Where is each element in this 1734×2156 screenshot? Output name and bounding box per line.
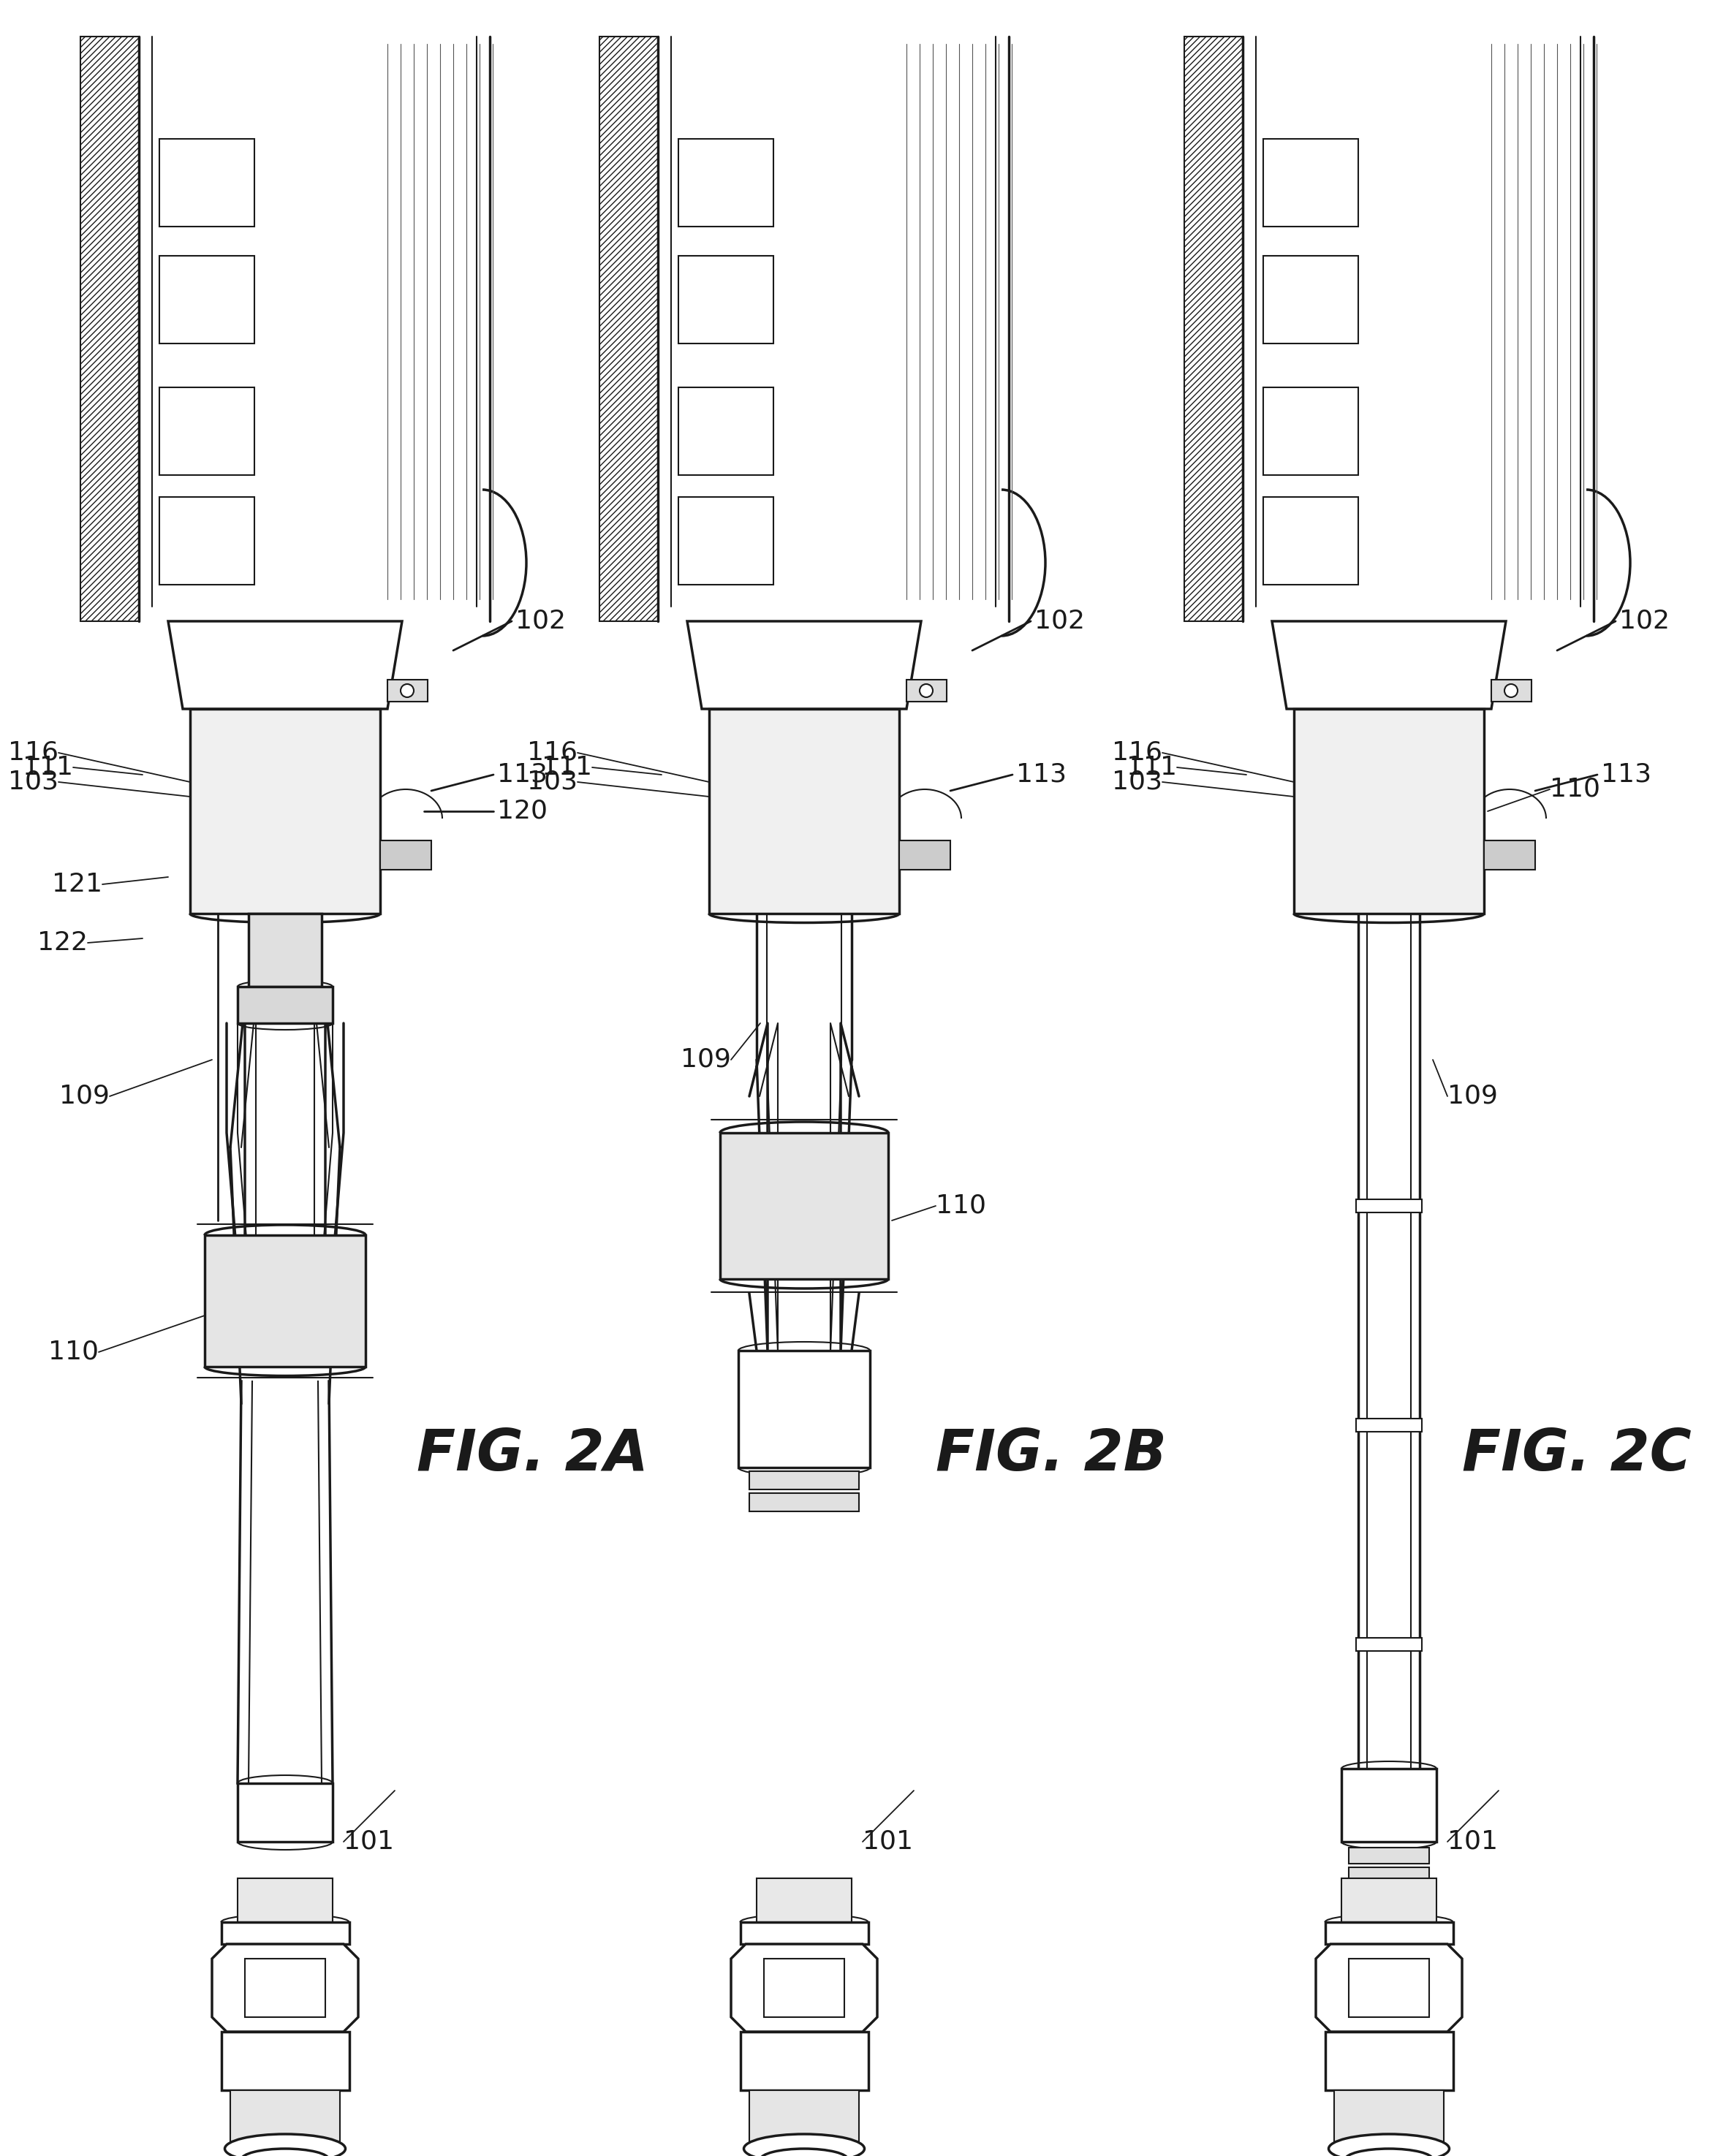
Text: 103: 103 [527,770,577,793]
Polygon shape [168,621,402,709]
Text: 109: 109 [59,1084,109,1108]
Polygon shape [212,1945,359,2031]
Bar [1325,2031,1453,2089]
Bar [678,498,773,584]
Text: 110: 110 [49,1339,99,1365]
Polygon shape [1316,1945,1462,2031]
Text: 113: 113 [1600,763,1651,787]
Ellipse shape [1346,2150,1432,2156]
Text: 116: 116 [527,740,577,765]
Bar [244,1958,326,2018]
Bar [248,914,321,987]
Text: 102: 102 [1620,608,1670,634]
Bar [1325,1923,1453,1945]
Bar [238,1878,333,1923]
Bar [709,709,900,914]
Bar [740,1923,869,1945]
Bar [1356,1639,1422,1651]
Bar [678,257,773,343]
Ellipse shape [919,683,933,696]
Bar [231,2089,340,2150]
Text: 113: 113 [498,763,548,787]
Bar [1349,1848,1429,1863]
Text: 101: 101 [862,1828,914,1854]
Text: 121: 121 [52,871,102,897]
Bar [205,1235,366,1367]
Bar [1262,498,1358,584]
Bar [749,1470,858,1490]
Text: 109: 109 [681,1048,732,1072]
Bar [1349,1958,1429,2018]
Bar [1349,1867,1429,1884]
Text: 103: 103 [9,770,59,793]
Text: FIG. 2A: FIG. 2A [416,1427,649,1481]
Bar [749,2089,858,2150]
Polygon shape [687,621,921,709]
Polygon shape [380,841,432,869]
Bar [1262,257,1358,343]
Ellipse shape [241,2150,329,2156]
Text: 116: 116 [9,740,59,765]
Bar [749,1494,858,1511]
Bar [739,1350,870,1468]
Ellipse shape [744,2134,865,2156]
Bar [1342,1878,1436,1923]
Bar [678,388,773,474]
Polygon shape [907,679,947,701]
Text: 102: 102 [1035,608,1085,634]
Bar [1356,1419,1422,1432]
Bar [1294,709,1484,914]
Bar [160,138,255,226]
Bar [222,2031,350,2089]
Text: 111: 111 [541,755,591,780]
Text: 110: 110 [1550,776,1600,802]
Bar [80,37,139,621]
Bar [1333,2089,1444,2150]
Text: 102: 102 [515,608,565,634]
Text: FIG. 2B: FIG. 2B [936,1427,1167,1481]
Bar [238,987,333,1024]
Bar [720,1132,888,1279]
Text: 111: 111 [1127,755,1177,780]
Bar [160,257,255,343]
Bar [1262,388,1358,474]
Text: 109: 109 [1448,1084,1498,1108]
Bar [678,138,773,226]
Bar [1342,1768,1436,1841]
Ellipse shape [401,683,414,696]
Polygon shape [387,679,428,701]
Text: FIG. 2C: FIG. 2C [1462,1427,1691,1481]
Ellipse shape [1505,683,1517,696]
Polygon shape [732,1945,877,2031]
Polygon shape [1491,679,1531,701]
Polygon shape [900,841,950,869]
Bar [222,1923,350,1945]
Bar [160,388,255,474]
Text: 101: 101 [343,1828,394,1854]
Bar [1262,138,1358,226]
Text: 120: 120 [498,800,548,824]
Bar [600,37,657,621]
Bar [1184,37,1243,621]
Polygon shape [1273,621,1505,709]
Text: 113: 113 [1016,763,1066,787]
Bar [1356,1199,1422,1212]
Text: 116: 116 [1111,740,1162,765]
Ellipse shape [1328,2134,1450,2156]
Bar [238,1783,333,1841]
Text: 101: 101 [1448,1828,1498,1854]
Text: 103: 103 [1111,770,1162,793]
Ellipse shape [759,2150,848,2156]
Polygon shape [1484,841,1535,869]
Bar [740,2031,869,2089]
Bar [765,1958,844,2018]
Bar [191,709,380,914]
Text: 110: 110 [936,1194,987,1218]
Bar [756,1878,851,1923]
Ellipse shape [225,2134,345,2156]
Text: 122: 122 [38,931,88,955]
Bar [160,498,255,584]
Text: 111: 111 [23,755,73,780]
